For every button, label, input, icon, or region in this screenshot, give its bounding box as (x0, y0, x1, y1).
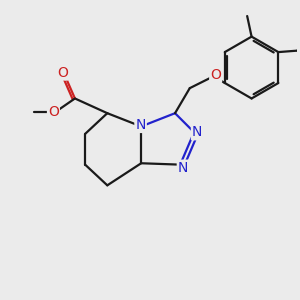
Text: N: N (135, 118, 146, 132)
Text: N: N (178, 161, 188, 175)
Text: O: O (57, 66, 68, 80)
Text: O: O (210, 68, 221, 82)
Text: O: O (48, 105, 59, 119)
Text: N: N (192, 125, 202, 139)
